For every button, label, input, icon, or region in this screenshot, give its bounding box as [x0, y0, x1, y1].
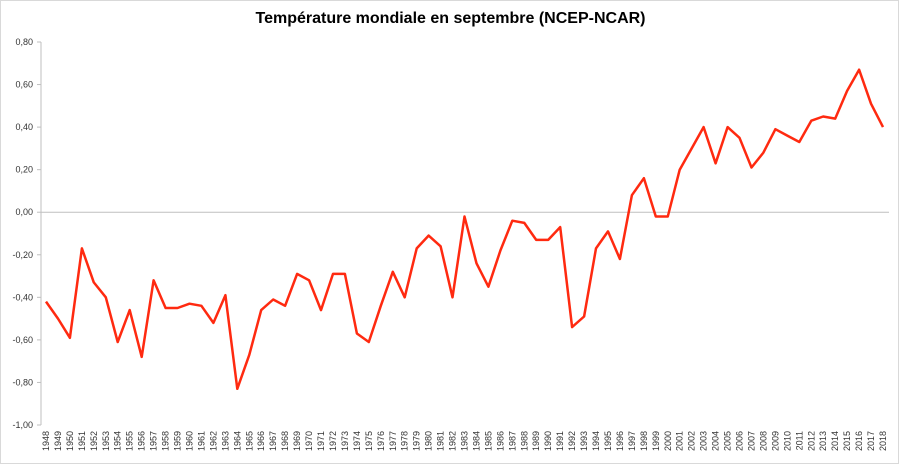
x-tick-label: 2004 [711, 431, 721, 451]
x-tick-label: 1979 [412, 431, 422, 451]
x-tick-label: 2003 [699, 431, 709, 451]
x-tick-label: 1960 [184, 431, 194, 451]
x-tick-label: 1968 [280, 431, 290, 451]
x-tick-label: 2002 [687, 431, 697, 451]
x-tick-label: 1951 [77, 431, 87, 451]
x-tick-label: 2017 [866, 431, 876, 451]
x-tick-label: 1980 [424, 431, 434, 451]
x-tick-label: 1964 [232, 431, 242, 451]
x-tick-label: 1961 [196, 431, 206, 451]
x-tick-label: 1986 [495, 431, 505, 451]
x-tick-label: 1999 [651, 431, 661, 451]
y-tick-label: 0,20 [15, 165, 33, 175]
x-tick-label: 1962 [208, 431, 218, 451]
x-tick-label: 1948 [41, 431, 51, 451]
y-tick-label: -1,00 [12, 420, 33, 430]
x-tick-label: 2007 [746, 431, 756, 451]
x-tick-label: 1969 [292, 431, 302, 451]
x-tick-label: 2015 [842, 431, 852, 451]
x-tick-label: 1976 [376, 431, 386, 451]
x-tick-label: 1992 [567, 431, 577, 451]
x-tick-label: 1983 [460, 431, 470, 451]
x-tick-label: 1952 [89, 431, 99, 451]
x-tick-label: 2016 [854, 431, 864, 451]
x-tick-label: 1977 [388, 431, 398, 451]
x-tick-label: 1982 [448, 431, 458, 451]
x-tick-label: 1953 [101, 431, 111, 451]
x-tick-label: 1974 [352, 431, 362, 451]
y-tick-label: -0,60 [12, 335, 33, 345]
x-tick-label: 1967 [268, 431, 278, 451]
x-tick-label: 1965 [244, 431, 254, 451]
series-line-temperature [46, 70, 883, 389]
y-tick-label: 0,80 [15, 37, 33, 47]
x-tick-label: 2011 [794, 431, 804, 450]
x-tick-label: 1996 [615, 431, 625, 451]
x-tick-label: 1991 [555, 431, 565, 451]
y-tick-label: -0,80 [12, 377, 33, 387]
x-tick-label: 1994 [591, 431, 601, 451]
x-tick-label: 1975 [364, 431, 374, 451]
x-tick-label: 2000 [663, 431, 673, 451]
y-tick-label: 0,00 [15, 207, 33, 217]
x-tick-label: 1973 [340, 431, 350, 451]
x-tick-label: 2001 [675, 431, 685, 451]
y-tick-label: -0,40 [12, 292, 33, 302]
x-tick-label: 1993 [579, 431, 589, 451]
x-tick-label: 1985 [483, 431, 493, 451]
x-tick-label: 1981 [436, 431, 446, 451]
x-tick-label: 2014 [830, 431, 840, 451]
x-tick-label: 1956 [137, 431, 147, 451]
x-tick-label: 1998 [639, 431, 649, 451]
x-tick-label: 1955 [125, 431, 135, 451]
x-tick-label: 2008 [758, 431, 768, 451]
y-tick-label: 0,60 [15, 80, 33, 90]
x-tick-label: 2013 [818, 431, 828, 451]
x-tick-label: 1963 [220, 431, 230, 451]
x-tick-label: 1959 [173, 431, 183, 451]
x-tick-label: 2012 [806, 431, 816, 451]
x-tick-label: 1957 [149, 431, 159, 451]
x-tick-label: 2010 [782, 431, 792, 451]
x-tick-label: 1949 [53, 431, 63, 451]
x-tick-label: 1970 [304, 431, 314, 451]
x-tick-label: 1972 [328, 431, 338, 451]
x-tick-label: 1995 [603, 431, 613, 451]
x-tick-label: 1989 [531, 431, 541, 451]
x-tick-label: 2018 [878, 431, 888, 451]
x-tick-label: 1966 [256, 431, 266, 451]
x-tick-label: 1971 [316, 431, 326, 451]
y-tick-label: -0,20 [12, 250, 33, 260]
x-tick-label: 1988 [519, 431, 529, 451]
x-tick-label: 1984 [471, 431, 481, 451]
x-tick-label: 2005 [723, 431, 733, 451]
x-tick-label: 2009 [770, 431, 780, 451]
x-tick-label: 1950 [65, 431, 75, 451]
x-tick-label: 1987 [507, 431, 517, 451]
x-tick-label: 1997 [627, 431, 637, 451]
y-tick-label: 0,40 [15, 122, 33, 132]
x-tick-label: 1978 [400, 431, 410, 451]
x-tick-label: 1958 [161, 431, 171, 451]
x-tick-label: 2006 [735, 431, 745, 451]
x-tick-label: 1954 [113, 431, 123, 451]
x-tick-label: 1990 [543, 431, 553, 451]
